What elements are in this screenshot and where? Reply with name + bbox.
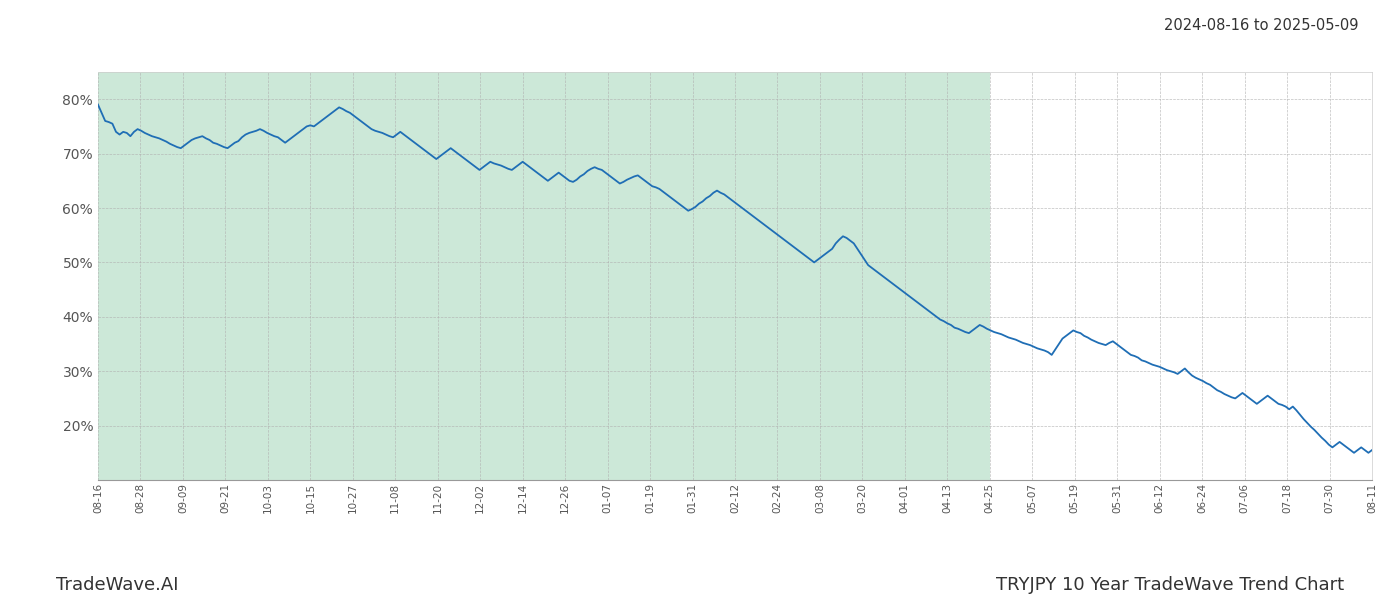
- Text: TRYJPY 10 Year TradeWave Trend Chart: TRYJPY 10 Year TradeWave Trend Chart: [995, 576, 1344, 594]
- Bar: [98, 72, 990, 480]
- Text: 2024-08-16 to 2025-05-09: 2024-08-16 to 2025-05-09: [1163, 18, 1358, 33]
- Text: TradeWave.AI: TradeWave.AI: [56, 576, 179, 594]
